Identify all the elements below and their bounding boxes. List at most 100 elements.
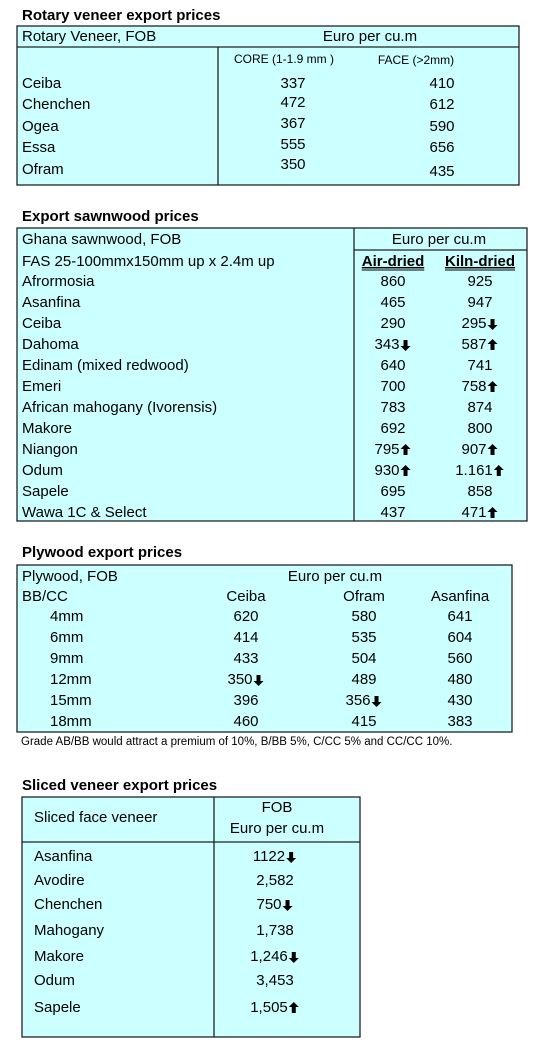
cell-value: 460 <box>233 713 258 730</box>
sawnwood-table <box>16 227 528 522</box>
row-label: Sapele <box>22 483 69 500</box>
cell-value: 1.161 <box>455 462 493 479</box>
cell-value: 1,738 <box>256 922 294 939</box>
cell-value: 700 <box>380 378 405 395</box>
trend-arrow-up <box>487 381 498 392</box>
cell-value: 489 <box>351 671 376 688</box>
cell-value: 641 <box>447 608 472 625</box>
table-header: Ghana sawnwood, FOB <box>22 231 181 248</box>
cell-value: 472 <box>280 94 305 111</box>
row-label: Sapele <box>34 999 81 1016</box>
cell-value: 480 <box>447 671 472 688</box>
cell-value: 2,582 <box>256 872 294 889</box>
trend-arrow-up <box>493 465 504 476</box>
row-label: Afrormosia <box>22 273 95 290</box>
cell-value: 590 <box>429 118 454 135</box>
cell-value: 343 <box>374 336 399 353</box>
table-header: Euro per cu.m <box>288 568 382 585</box>
row-label: Mahogany <box>34 922 105 939</box>
sliced-table <box>21 796 361 1038</box>
cell-value: 874 <box>467 399 492 416</box>
cell-value: 350 <box>227 671 252 688</box>
row-label: Essa <box>22 139 56 156</box>
trend-arrow-up <box>400 444 411 455</box>
cell-value: 415 <box>351 713 376 730</box>
trend-arrow-up <box>487 339 498 350</box>
column-header: Air-dried <box>362 253 425 270</box>
section-title: Export sawnwood prices <box>22 208 199 225</box>
row-label: 4mm <box>50 608 83 625</box>
cell-value: 560 <box>447 650 472 667</box>
column-header: Ceiba <box>226 588 266 605</box>
row-label: Emeri <box>22 378 61 395</box>
table-header: Rotary Veneer, FOB <box>22 28 156 45</box>
row-label: Ofram <box>22 161 64 178</box>
row-label: Asanfina <box>34 848 93 865</box>
cell-value: 465 <box>380 294 405 311</box>
cell-value: 695 <box>380 483 405 500</box>
trend-arrow-down <box>371 696 382 707</box>
cell-value: 295 <box>461 315 486 332</box>
cell-value: 535 <box>351 629 376 646</box>
cell-value: 750 <box>256 896 281 913</box>
row-label: Niangon <box>22 441 78 458</box>
column-header: CORE (1-1.9 mm ) <box>234 52 334 66</box>
row-label: Odum <box>22 462 63 479</box>
trend-arrow-down <box>487 319 498 330</box>
section-title: Plywood export prices <box>22 544 182 561</box>
column-header: Kiln-dried <box>445 253 515 270</box>
cell-value: 692 <box>380 420 405 437</box>
row-label: African mahogany (Ivorensis) <box>22 399 217 416</box>
table-header: FAS 25-100mmx150mm up x 2.4m up <box>22 253 275 270</box>
cell-value: 1,505 <box>250 999 288 1016</box>
cell-value: 396 <box>233 692 258 709</box>
cell-value: 1122 <box>253 848 285 865</box>
column-header: BB/CC <box>22 588 68 605</box>
cell-value: 337 <box>280 75 305 92</box>
row-label: Asanfina <box>22 294 81 311</box>
cell-value: 383 <box>447 713 472 730</box>
trend-arrow-up <box>487 507 498 518</box>
cell-value: 3,453 <box>256 972 294 989</box>
cell-value: 414 <box>233 629 258 646</box>
cell-value: 947 <box>467 294 492 311</box>
cell-value: 430 <box>447 692 472 709</box>
cell-value: 860 <box>380 273 405 290</box>
row-label: Odum <box>34 972 75 989</box>
trend-arrow-down <box>288 952 299 963</box>
cell-value: 620 <box>233 608 258 625</box>
row-label: Ogea <box>22 118 59 135</box>
footnote: Grade AB/BB would attract a premium of 1… <box>21 736 452 748</box>
row-label: Makore <box>22 420 72 437</box>
trend-arrow-down <box>400 340 411 351</box>
row-label: 9mm <box>50 650 83 667</box>
cell-value: 758 <box>461 378 486 395</box>
cell-value: 555 <box>280 136 305 153</box>
row-label: 18mm <box>50 713 92 730</box>
cell-value: 783 <box>380 399 405 416</box>
column-header: FACE (>2mm) <box>378 53 454 67</box>
trend-arrow-up <box>487 444 498 455</box>
cell-value: 410 <box>429 75 454 92</box>
row-label: 6mm <box>50 629 83 646</box>
section-title: Sliced veneer export prices <box>22 777 217 794</box>
cell-value: 435 <box>429 163 454 180</box>
row-label: 12mm <box>50 671 92 688</box>
cell-value: 580 <box>351 608 376 625</box>
cell-value: 437 <box>380 504 405 521</box>
cell-value: 907 <box>461 441 486 458</box>
trend-arrow-down <box>286 852 297 863</box>
cell-value: 604 <box>447 629 472 646</box>
cell-value: 858 <box>467 483 492 500</box>
row-label: Avodire <box>34 872 85 889</box>
column-header: Asanfina <box>431 588 490 605</box>
cell-value: 356 <box>345 692 370 709</box>
cell-value: 612 <box>429 96 454 113</box>
cell-value: 656 <box>429 139 454 156</box>
row-label: Ceiba <box>22 315 62 332</box>
cell-value: 350 <box>280 156 305 173</box>
table-header: FOB <box>262 799 293 816</box>
cell-value: 1,246 <box>250 948 288 965</box>
column-header: Ofram <box>343 588 385 605</box>
